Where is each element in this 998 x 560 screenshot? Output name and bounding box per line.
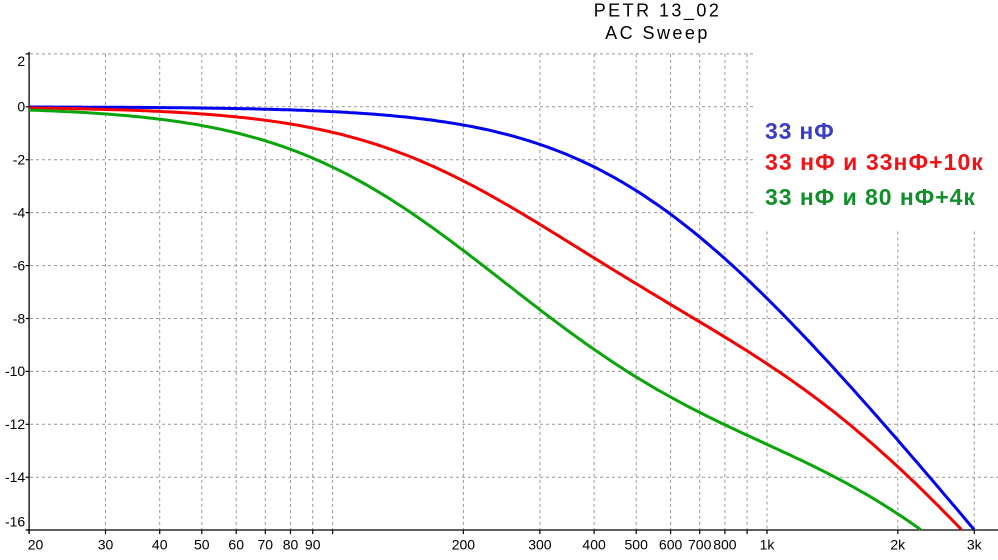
svg-text:80: 80 xyxy=(283,537,299,553)
svg-text:AC Sweep: AC Sweep xyxy=(605,23,710,43)
svg-text:40: 40 xyxy=(152,537,168,553)
svg-text:70: 70 xyxy=(258,537,274,553)
svg-text:30: 30 xyxy=(98,537,114,553)
svg-text:200: 200 xyxy=(452,537,476,553)
svg-text:0: 0 xyxy=(17,99,25,115)
svg-text:300: 300 xyxy=(528,537,552,553)
svg-text:90: 90 xyxy=(305,537,321,553)
svg-text:-10: -10 xyxy=(5,363,25,379)
svg-text:60: 60 xyxy=(228,537,244,553)
svg-text:800: 800 xyxy=(713,537,737,553)
svg-text:-2: -2 xyxy=(13,152,26,168)
svg-text:33 нФ и 33нФ+10к: 33 нФ и 33нФ+10к xyxy=(765,149,984,175)
svg-text:1k: 1k xyxy=(760,537,776,553)
svg-text:500: 500 xyxy=(625,537,649,553)
svg-text:600: 600 xyxy=(659,537,683,553)
svg-text:-16: -16 xyxy=(5,513,25,529)
svg-text:700: 700 xyxy=(688,537,712,553)
svg-text:-4: -4 xyxy=(13,204,26,220)
svg-text:20: 20 xyxy=(28,537,44,553)
svg-text:33 нФ и 80 нФ+4к: 33 нФ и 80 нФ+4к xyxy=(765,184,976,210)
svg-text:400: 400 xyxy=(582,537,606,553)
svg-text:-12: -12 xyxy=(5,416,25,432)
svg-text:33 нФ: 33 нФ xyxy=(765,118,835,144)
svg-text:50: 50 xyxy=(194,537,210,553)
svg-text:-14: -14 xyxy=(5,469,25,485)
svg-text:2k: 2k xyxy=(890,537,906,553)
svg-text:-8: -8 xyxy=(13,310,26,326)
svg-text:PETR 13_02: PETR 13_02 xyxy=(594,1,722,22)
svg-text:-6: -6 xyxy=(13,257,26,273)
svg-text:2: 2 xyxy=(17,53,25,69)
svg-text:3k: 3k xyxy=(967,537,983,553)
